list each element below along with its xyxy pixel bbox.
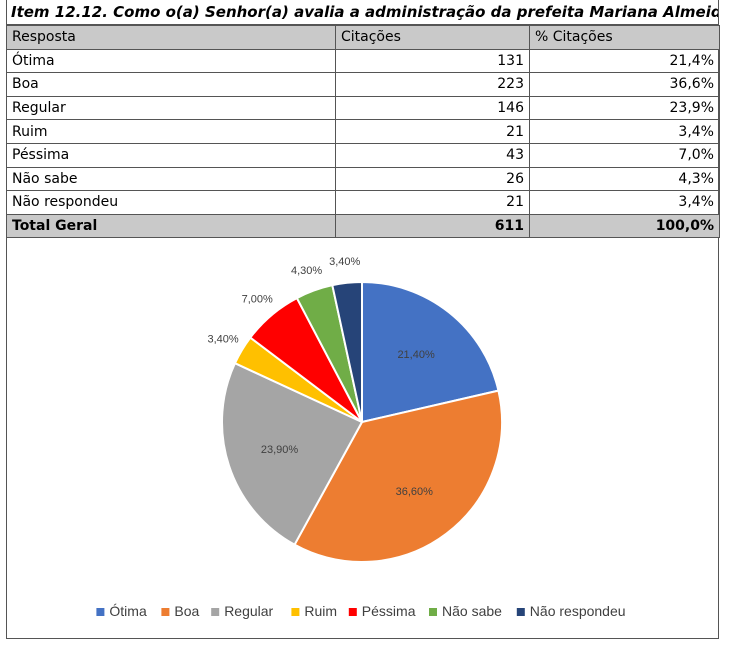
pie-data-label: 3,40% xyxy=(207,334,238,346)
pie-chart-area: 21,40% 36,60% 23,90% 3,40% 7,00% 4,30% 3,40% Ót… xyxy=(6,245,719,639)
table-row: Não sabe 26 4,3% xyxy=(6,166,720,192)
row-percent: 3,4% xyxy=(529,190,720,215)
table-row: Péssima 43 7,0% xyxy=(6,142,720,168)
row-label: Boa xyxy=(6,72,336,97)
table-row: Ótima 131 21,4% xyxy=(6,48,720,74)
row-label: Ruim xyxy=(6,119,336,144)
legend-label: Regular xyxy=(224,603,273,619)
pie-slice-6 xyxy=(331,280,363,423)
header-citacoes: Citações xyxy=(335,25,530,50)
legend-label: Ótima xyxy=(109,603,147,619)
row-label: Ótima xyxy=(6,48,336,74)
row-count: 146 xyxy=(335,95,530,121)
row-count: 43 xyxy=(335,142,530,168)
row-count: 21 xyxy=(335,119,530,144)
results-table: Resposta Citações % Citações Ótima 131 2… xyxy=(6,25,720,239)
pie-data-label: 3,40% xyxy=(329,256,360,268)
legend-label: Ruim xyxy=(304,603,337,619)
table-row: Não respondeu 21 3,4% xyxy=(6,190,720,215)
total-row: Total Geral 611 100,0% xyxy=(6,213,720,239)
legend-item: Ótima xyxy=(96,603,147,619)
pie-data-label: 7,00% xyxy=(242,294,273,306)
total-percent: 100,0% xyxy=(529,213,720,239)
row-count: 26 xyxy=(335,166,530,192)
legend-label: Não respondeu xyxy=(530,603,626,619)
pie-data-label: 36,60% xyxy=(396,486,434,498)
table-row: Boa 223 36,6% xyxy=(6,72,720,97)
legend-item: Não respondeu xyxy=(516,603,626,619)
row-label: Regular xyxy=(6,95,336,121)
legend-swatch xyxy=(516,608,525,616)
pie-data-label: 4,30% xyxy=(291,265,322,277)
legend-item: Ruim xyxy=(291,603,337,619)
header-resposta: Resposta xyxy=(6,25,336,50)
row-label: Péssima xyxy=(6,142,336,168)
legend-label: Boa xyxy=(174,603,199,619)
legend-swatch xyxy=(211,608,220,616)
row-count: 21 xyxy=(335,190,530,215)
legend-item: Não sabe xyxy=(429,603,502,619)
legend-swatch xyxy=(161,608,170,616)
row-percent: 23,9% xyxy=(529,95,720,121)
total-label: Total Geral xyxy=(6,213,336,239)
report-frame xyxy=(6,0,719,639)
legend-swatch xyxy=(348,608,357,616)
legend-item: Regular xyxy=(211,603,274,619)
header-pct-citacoes: % Citações xyxy=(529,25,720,50)
legend-label: Não sabe xyxy=(442,603,502,619)
table-header-row: Resposta Citações % Citações xyxy=(6,25,720,50)
table-row: Ruim 21 3,4% xyxy=(6,119,720,144)
row-count: 131 xyxy=(335,48,530,74)
row-percent: 4,3% xyxy=(529,166,720,192)
row-percent: 3,4% xyxy=(529,119,720,144)
row-percent: 7,0% xyxy=(529,142,720,168)
legend-item: Péssima xyxy=(348,603,416,619)
legend-label: Péssima xyxy=(362,603,416,619)
row-count: 223 xyxy=(335,72,530,97)
pie-slice-0 xyxy=(361,280,500,424)
row-label: Não sabe xyxy=(6,166,336,192)
legend-swatch xyxy=(291,608,300,616)
total-count: 611 xyxy=(335,213,530,239)
pie-slice-2 xyxy=(221,361,364,547)
row-percent: 36,6% xyxy=(529,72,720,97)
row-label: Não respondeu xyxy=(6,190,336,215)
legend-item: Boa xyxy=(161,603,200,619)
pie-data-label: 23,90% xyxy=(261,444,299,456)
pie-data-label: 21,40% xyxy=(397,349,435,361)
legend-swatch xyxy=(96,608,105,616)
pie-chart: 21,40% 36,60% 23,90% 3,40% 7,00% 4,30% 3,40% Ót… xyxy=(96,256,626,619)
table-row: Regular 146 23,9% xyxy=(6,95,720,121)
pie-slice-1 xyxy=(293,389,503,563)
question-title: Item 12.12. Como o(a) Senhor(a) avalia a… xyxy=(6,0,719,25)
row-percent: 21,4% xyxy=(529,48,720,74)
legend-swatch xyxy=(429,608,437,616)
